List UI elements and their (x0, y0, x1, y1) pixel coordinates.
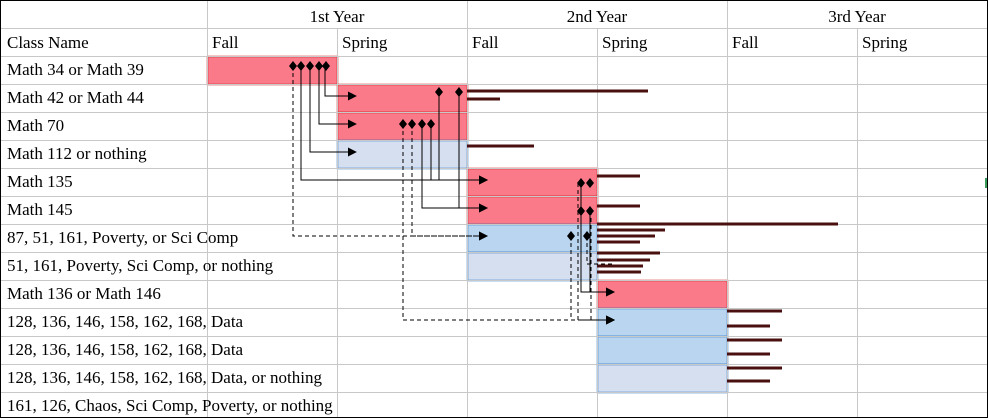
diamond (427, 119, 435, 129)
diamond (315, 61, 323, 71)
course-block-elective (596, 307, 729, 338)
row-label: 161, 126, Chaos, Sci Comp, Poverty, or n… (7, 396, 333, 415)
diamond (289, 61, 297, 71)
row-label: Math 112 or nothing (7, 144, 147, 163)
row-label: 128, 136, 146, 158, 162, 168, Data, or n… (7, 368, 322, 387)
row-label: Math 70 (7, 116, 64, 135)
term-spring-2: Spring (602, 33, 648, 52)
diamond (586, 206, 594, 216)
term-fall-1: Fall (212, 33, 239, 52)
dashed-arrow (292, 66, 488, 241)
course-block-required (336, 83, 469, 114)
arrow (324, 66, 357, 101)
arrow (430, 124, 488, 185)
course-block-required (596, 279, 729, 310)
term-fall-3: Fall (732, 33, 759, 52)
arrow (309, 66, 357, 157)
diamond (399, 119, 407, 129)
row-label: Math 42 or Math 44 (7, 88, 144, 107)
diamond (583, 231, 591, 241)
row-label: Math 136 or Math 146 (7, 284, 161, 303)
diamond (435, 87, 443, 97)
row-label: Math 135 (7, 172, 73, 191)
diamond (408, 119, 416, 129)
diamond (567, 231, 575, 241)
dashed-arrow (590, 211, 615, 325)
dashed-arrow (570, 236, 615, 325)
dashed-arrows (292, 66, 615, 325)
term-spring-3: Spring (862, 33, 908, 52)
diamond (455, 87, 463, 97)
dashed-arrow (586, 236, 614, 265)
arrow (318, 66, 357, 129)
edge-marker (985, 178, 987, 188)
diamond (306, 61, 314, 71)
dashed-arrow (402, 124, 615, 325)
term-fall-2: Fall (472, 33, 499, 52)
row-label: Math 34 or Math 39 (7, 60, 144, 79)
arrow (300, 66, 488, 185)
header: 1st Year 2nd Year 3rd Year Class Name Fa… (7, 7, 908, 52)
arrow (589, 211, 615, 297)
course-block-elective (596, 335, 729, 366)
row-label: 128, 136, 146, 158, 162, 168, Data (7, 312, 244, 331)
row-label: 87, 51, 161, Poverty, or Sci Comp (7, 228, 238, 247)
arrow (458, 92, 488, 213)
diamond (586, 178, 594, 188)
diamond (577, 178, 585, 188)
duration-bars (467, 89, 838, 383)
source-diamonds (289, 61, 594, 241)
year-1-label: 1st Year (310, 7, 365, 26)
course-block-optional (596, 363, 729, 394)
diamond (322, 61, 330, 71)
class-name-header: Class Name (7, 33, 89, 52)
diamond (418, 119, 426, 129)
year-2-label: 2nd Year (567, 7, 628, 26)
row-label: 51, 161, Poverty, Sci Comp, or nothing (7, 256, 274, 275)
diamond (577, 206, 585, 216)
diamond (297, 61, 305, 71)
prerequisite-arrows (300, 66, 615, 297)
course-block-required (206, 55, 339, 86)
row-label: Math 145 (7, 200, 73, 219)
term-spring-1: Spring (342, 33, 388, 52)
dashed-arrow (411, 124, 488, 241)
row-label: 128, 136, 146, 158, 162, 168, Data (7, 340, 244, 359)
row-labels: Math 34 or Math 39 Math 42 or Math 44 Ma… (7, 60, 333, 415)
year-3-label: 3rd Year (828, 7, 886, 26)
